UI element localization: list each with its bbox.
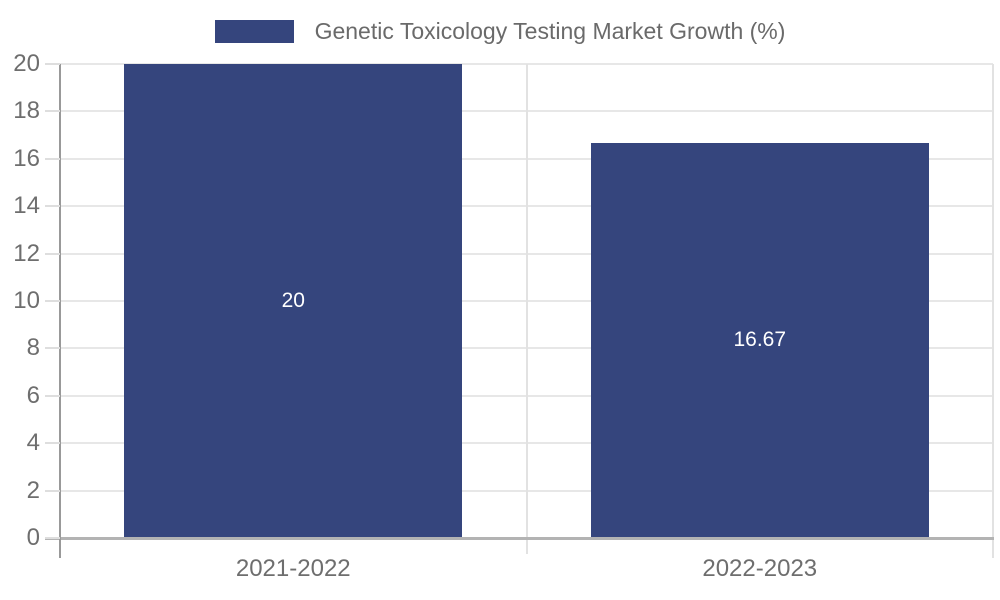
y-axis-label: 14 <box>13 192 40 220</box>
chart-legend: Genetic Toxicology Testing Market Growth… <box>0 0 1000 62</box>
bar-2021-2022: 20 <box>124 64 463 538</box>
y-axis-label: 8 <box>26 334 40 362</box>
plot-area: 20 16.67 <box>60 63 993 538</box>
bar-value-label: 16.67 <box>733 328 787 352</box>
y-tick <box>45 442 60 445</box>
y-axis-label: 2 <box>26 476 40 504</box>
x-tick-label: 2021-2022 <box>235 555 351 582</box>
y-tick <box>45 300 60 302</box>
y-tick <box>45 63 60 65</box>
y-tick <box>45 489 60 492</box>
plot-right-border <box>992 64 994 558</box>
bar-value-label: 20 <box>281 289 305 312</box>
y-tick <box>45 347 60 350</box>
y-axis-label: 10 <box>13 287 40 314</box>
y-tick <box>45 157 60 160</box>
bar-2022-2023: 16.67 <box>590 142 929 538</box>
legend-swatch <box>214 19 294 43</box>
legend-label: Genetic Toxicology Testing Market Growth… <box>314 17 786 44</box>
y-axis-label: 0 <box>26 524 40 551</box>
y-tick <box>45 110 60 113</box>
y-axis-label: 4 <box>26 429 40 457</box>
y-tick <box>45 537 60 539</box>
category-separator <box>525 64 528 554</box>
y-axis-label: 12 <box>13 239 40 267</box>
y-axis-line <box>59 64 61 558</box>
y-axis-label: 20 <box>13 50 40 77</box>
y-tick <box>45 205 60 208</box>
y-axis-label: 6 <box>26 381 40 409</box>
y-axis-label: 16 <box>13 144 40 172</box>
y-axis-label: 18 <box>13 97 40 125</box>
x-tick-label: 2022-2023 <box>702 555 818 582</box>
y-tick <box>45 252 60 255</box>
y-tick <box>45 394 60 397</box>
x-axis-line <box>45 537 994 540</box>
